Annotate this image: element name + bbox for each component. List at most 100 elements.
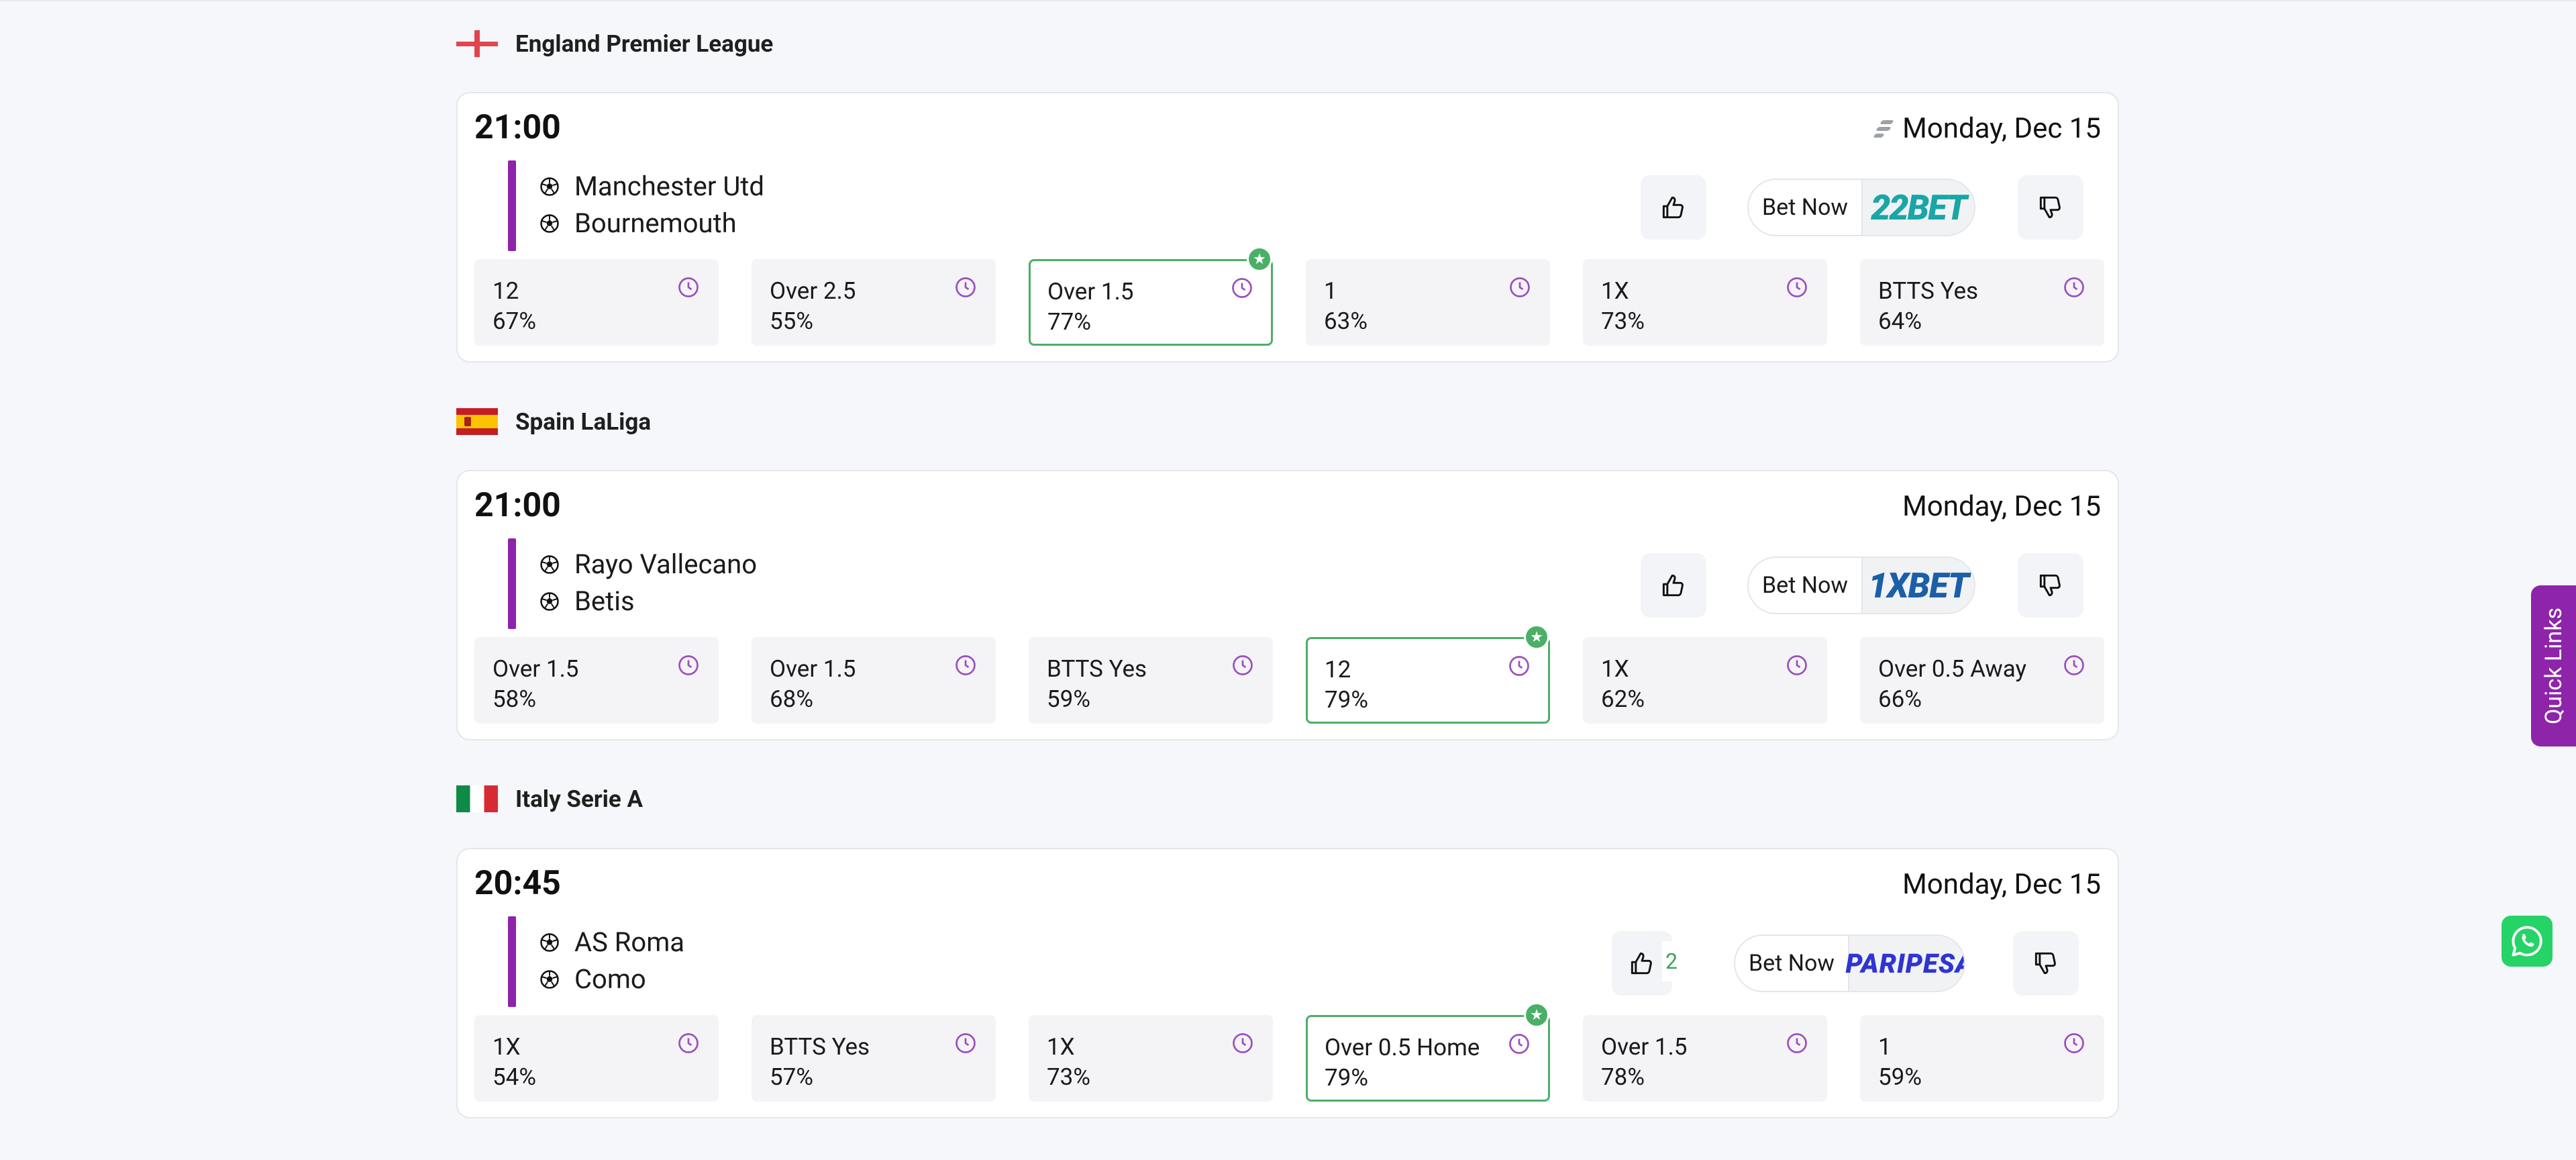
like-button[interactable]	[1641, 553, 1706, 618]
prediction-tile[interactable]: Over 1.5 78%	[1583, 1015, 1827, 1102]
quick-links-tab[interactable]: Quick Links	[2531, 585, 2576, 746]
prediction-label: 1X	[1601, 655, 1629, 683]
thumbs-up-icon	[1662, 196, 1684, 219]
match-date: Monday, Dec 15	[1902, 868, 2101, 901]
prediction-tile[interactable]: Over 1.5 68%	[752, 637, 996, 724]
clock-icon	[956, 277, 976, 297]
away-team-name: Bournemouth	[574, 207, 737, 239]
prediction-tile[interactable]: 1 63%	[1306, 259, 1550, 346]
home-team: AS Roma	[539, 926, 684, 958]
quick-links-label: Quick Links	[2540, 607, 2567, 725]
prediction-probability: 58%	[493, 685, 536, 713]
match-time: 20:45	[474, 864, 561, 903]
soccer-ball-icon	[540, 932, 559, 952]
prediction-probability: 57%	[770, 1063, 813, 1091]
dislike-button[interactable]	[2018, 553, 2083, 618]
prediction-probability: 59%	[1878, 1063, 1922, 1091]
prediction-tile[interactable]: BTTS Yes 57%	[752, 1015, 996, 1102]
clock-icon	[678, 1033, 699, 1053]
prediction-probability: 73%	[1601, 307, 1645, 335]
clock-icon	[1233, 1033, 1253, 1053]
match-card: 21:00 Monday, Dec 15 Rayo Vallecano Beti…	[456, 470, 2119, 740]
league-name: England Premier League	[515, 30, 774, 58]
prediction-tile[interactable]: 1X 62%	[1583, 637, 1827, 724]
bet-now-label: Bet Now	[1762, 194, 1848, 221]
prediction-tile-featured[interactable]: 12 79% ★	[1306, 624, 1550, 724]
clock-icon	[2064, 655, 2084, 675]
prediction-label: Over 2.5	[770, 277, 856, 305]
prediction-tile[interactable]: 1 59%	[1860, 1015, 2104, 1102]
soccer-ball-icon	[540, 213, 559, 233]
bookmaker-logo-paripesa: PARIPESA	[1845, 936, 1964, 991]
star-icon: ★	[1247, 246, 1272, 272]
prediction-label: Over 0.5 Home	[1325, 1034, 1480, 1061]
bet-now-button[interactable]: Bet Now PARIPESA	[1734, 934, 1965, 992]
thumbs-down-icon	[2039, 196, 2061, 219]
league-header-italy: Italy Serie A	[456, 775, 643, 822]
clock-icon	[956, 655, 976, 675]
league-header-england: England Premier League	[456, 20, 773, 67]
prediction-tile[interactable]: BTTS Yes 64%	[1860, 259, 2104, 346]
prediction-label: 1X	[493, 1033, 521, 1061]
thumbs-down-icon	[2034, 952, 2056, 975]
whatsapp-button[interactable]	[2502, 916, 2553, 967]
prediction-label: BTTS Yes	[1878, 277, 1979, 305]
clock-icon	[2064, 1033, 2084, 1053]
dislike-button[interactable]	[2013, 931, 2079, 996]
soccer-ball-icon	[540, 969, 559, 989]
team-accent-bar	[508, 160, 516, 251]
prediction-probability: 66%	[1878, 685, 1922, 713]
clock-icon	[1510, 277, 1530, 297]
away-team-name: Como	[574, 963, 646, 995]
prediction-label: Over 1.5	[493, 655, 579, 683]
prediction-tile[interactable]: Over 1.5 58%	[474, 637, 719, 724]
soccer-ball-icon	[540, 177, 559, 196]
prediction-probability: 64%	[1878, 307, 1922, 335]
prediction-tile-featured[interactable]: Over 1.5 77% ★	[1029, 246, 1273, 346]
prediction-probability: 79%	[1325, 686, 1368, 714]
match-card: 21:00 Monday, Dec 15 Manchester Utd Bour…	[456, 92, 2119, 362]
prediction-tile[interactable]: 1X 54%	[474, 1015, 719, 1102]
prediction-probability: 54%	[493, 1063, 536, 1091]
clock-icon	[1787, 655, 1807, 675]
like-count: 2	[1662, 941, 1681, 981]
clock-icon	[1787, 277, 1807, 297]
bet-now-button[interactable]: Bet Now 1XBET	[1747, 557, 1975, 614]
clock-icon	[678, 655, 699, 675]
clock-icon	[1233, 655, 1253, 675]
away-team-name: Betis	[574, 585, 635, 617]
star-icon: ★	[1524, 624, 1549, 650]
prediction-tile[interactable]: Over 0.5 Away 66%	[1860, 637, 2104, 724]
prediction-probability: 59%	[1047, 685, 1090, 713]
prediction-label: BTTS Yes	[770, 1033, 870, 1061]
prediction-tile[interactable]: 12 67%	[474, 259, 719, 346]
away-team: Bournemouth	[539, 207, 737, 239]
clock-icon	[1509, 1034, 1529, 1054]
stats-icon	[1873, 119, 1894, 139]
prediction-tile-featured[interactable]: Over 0.5 Home 79% ★	[1306, 1002, 1550, 1102]
match-date-text: Monday, Dec 15	[1902, 490, 2101, 523]
match-time: 21:00	[474, 486, 561, 525]
like-button[interactable]	[1641, 175, 1706, 240]
clock-icon	[678, 277, 699, 297]
clock-icon	[1509, 656, 1529, 676]
thumbs-up-icon	[1631, 952, 1652, 975]
prediction-label: Over 1.5	[1601, 1033, 1688, 1061]
spain-flag-icon	[456, 408, 498, 435]
whatsapp-icon	[2512, 926, 2542, 957]
dislike-button[interactable]	[2018, 175, 2083, 240]
match-date: Monday, Dec 15	[1873, 112, 2101, 145]
bookmaker-logo-1xbet: 1XBET	[1861, 558, 1974, 613]
star-icon: ★	[1524, 1002, 1549, 1028]
prediction-tile[interactable]: Over 2.5 55%	[752, 259, 996, 346]
prediction-label: BTTS Yes	[1047, 655, 1147, 683]
prediction-label: 1	[1878, 1033, 1892, 1061]
prediction-probability: 62%	[1601, 685, 1645, 713]
bet-now-button[interactable]: Bet Now 22BET	[1747, 179, 1975, 236]
prediction-probability: 73%	[1047, 1063, 1090, 1091]
italy-flag-icon	[456, 785, 498, 812]
prediction-tile[interactable]: 1X 73%	[1583, 259, 1827, 346]
prediction-tile[interactable]: BTTS Yes 59%	[1029, 637, 1273, 724]
prediction-tile[interactable]: 1X 73%	[1029, 1015, 1273, 1102]
clock-icon	[1787, 1033, 1807, 1053]
